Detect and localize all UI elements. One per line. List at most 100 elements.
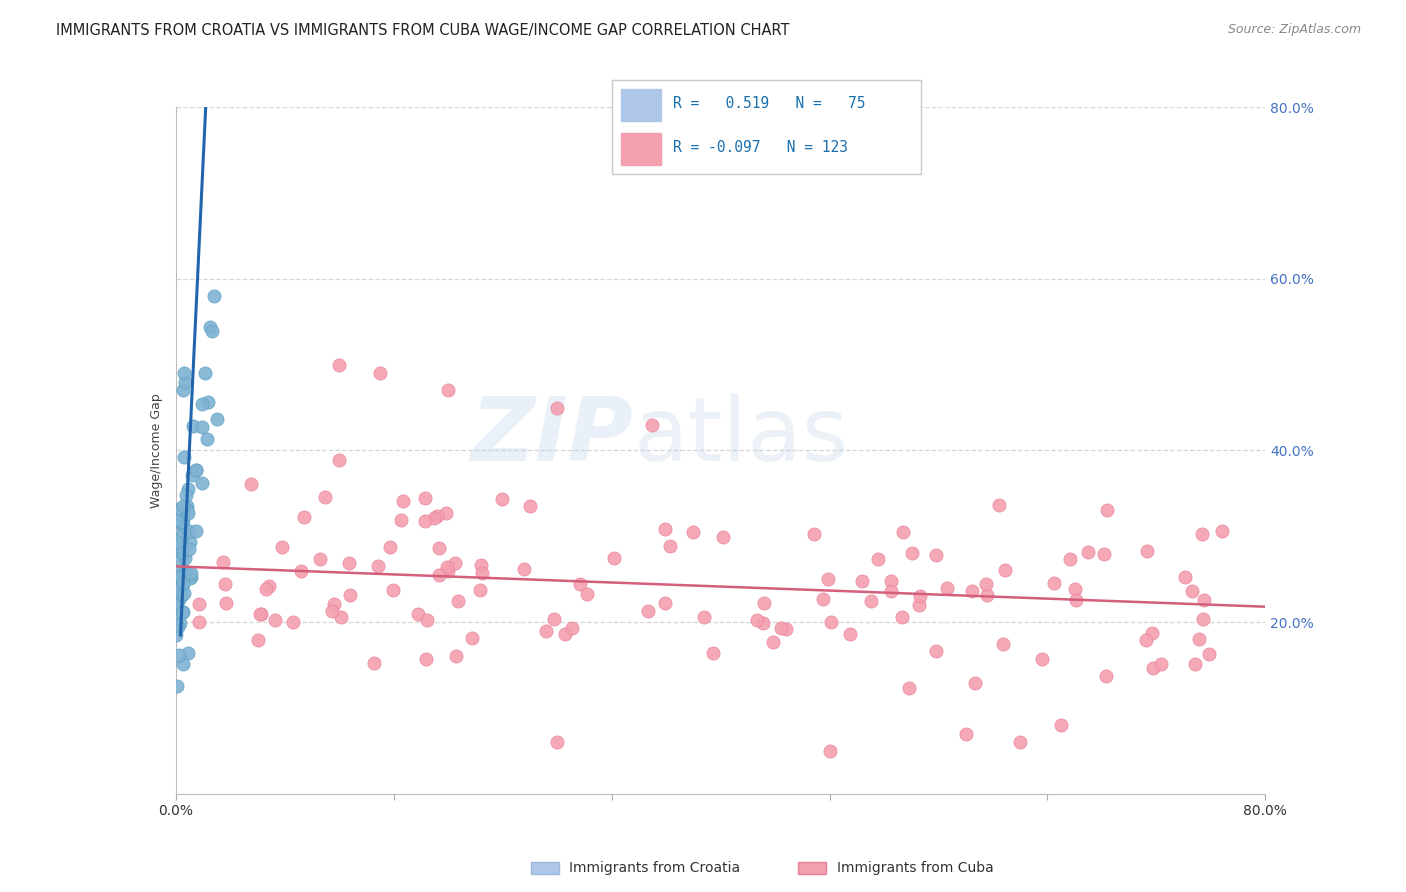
Point (328, 453, 350, 467)
Point (994, 563, 1017, 577)
Point (637, 603, 659, 617)
Point (180, 467, 202, 482)
Point (170, 541, 193, 555)
Point (249, 607, 271, 621)
Point (378, 540, 401, 554)
Point (554, 627, 576, 641)
Point (368, 366, 391, 380)
Point (249, 607, 271, 621)
Point (416, 613, 439, 627)
Point (172, 605, 194, 619)
Point (1043, 575, 1066, 590)
Point (186, 463, 208, 477)
Point (866, 551, 889, 566)
Point (257, 579, 280, 593)
Point (195, 433, 218, 447)
Point (188, 597, 211, 611)
Point (693, 610, 716, 624)
Point (491, 491, 513, 506)
Point (166, 618, 188, 632)
Y-axis label: Wage/Income Gap: Wage/Income Gap (149, 393, 163, 508)
Point (470, 558, 492, 572)
Point (172, 513, 194, 527)
Point (173, 566, 195, 581)
Point (167, 532, 190, 546)
Point (747, 613, 769, 627)
Point (437, 564, 460, 578)
Point (166, 565, 188, 579)
Point (991, 637, 1014, 651)
Point (170, 515, 193, 529)
Point (190, 475, 212, 490)
Point (174, 550, 197, 565)
Bar (797, 863, 827, 873)
Point (173, 562, 195, 576)
Point (1191, 527, 1213, 541)
Point (1149, 657, 1171, 671)
Point (166, 597, 188, 611)
Point (955, 727, 977, 741)
Point (682, 525, 704, 540)
Point (1180, 583, 1202, 598)
Point (415, 652, 437, 666)
Point (1031, 652, 1053, 666)
Point (1066, 593, 1088, 607)
Point (172, 605, 194, 619)
Point (170, 552, 193, 566)
Point (176, 502, 198, 516)
Point (382, 583, 405, 598)
Point (925, 644, 948, 658)
Bar (621, 133, 661, 164)
Point (839, 627, 862, 641)
Point (897, 681, 920, 695)
Point (367, 559, 389, 574)
Point (392, 493, 415, 508)
Point (173, 366, 195, 380)
Point (427, 567, 450, 582)
Point (444, 648, 467, 663)
Point (413, 491, 436, 505)
Point (860, 593, 883, 607)
Point (1010, 735, 1032, 749)
Point (172, 499, 194, 513)
Point (1136, 544, 1159, 558)
Point (851, 574, 873, 588)
Point (169, 513, 191, 527)
Point (519, 499, 541, 513)
Point (654, 596, 676, 610)
Point (194, 366, 217, 380)
Point (468, 582, 491, 597)
Point (443, 557, 465, 571)
Point (330, 610, 353, 624)
Point (167, 648, 190, 662)
Point (1092, 547, 1115, 561)
Point (337, 556, 360, 570)
Text: Immigrants from Cuba: Immigrants from Cuba (837, 861, 993, 875)
Point (172, 519, 194, 533)
Point (170, 538, 193, 552)
Point (271, 540, 294, 554)
Text: Immigrants from Croatia: Immigrants from Croatia (569, 861, 741, 875)
Point (546, 401, 568, 415)
Point (172, 384, 194, 398)
Point (323, 597, 346, 611)
Point (191, 396, 214, 410)
Point (752, 615, 775, 630)
Point (174, 566, 197, 580)
Point (817, 572, 839, 586)
Point (434, 506, 457, 520)
Point (1142, 660, 1164, 674)
Point (1059, 552, 1081, 566)
Point (174, 375, 197, 389)
Point (201, 325, 224, 339)
Point (908, 590, 931, 604)
Point (169, 585, 191, 599)
Point (965, 675, 987, 690)
Point (818, 744, 841, 758)
Point (166, 534, 188, 549)
Point (654, 522, 676, 536)
Point (880, 583, 903, 598)
Point (641, 417, 664, 432)
Point (177, 524, 200, 538)
Point (183, 419, 205, 434)
